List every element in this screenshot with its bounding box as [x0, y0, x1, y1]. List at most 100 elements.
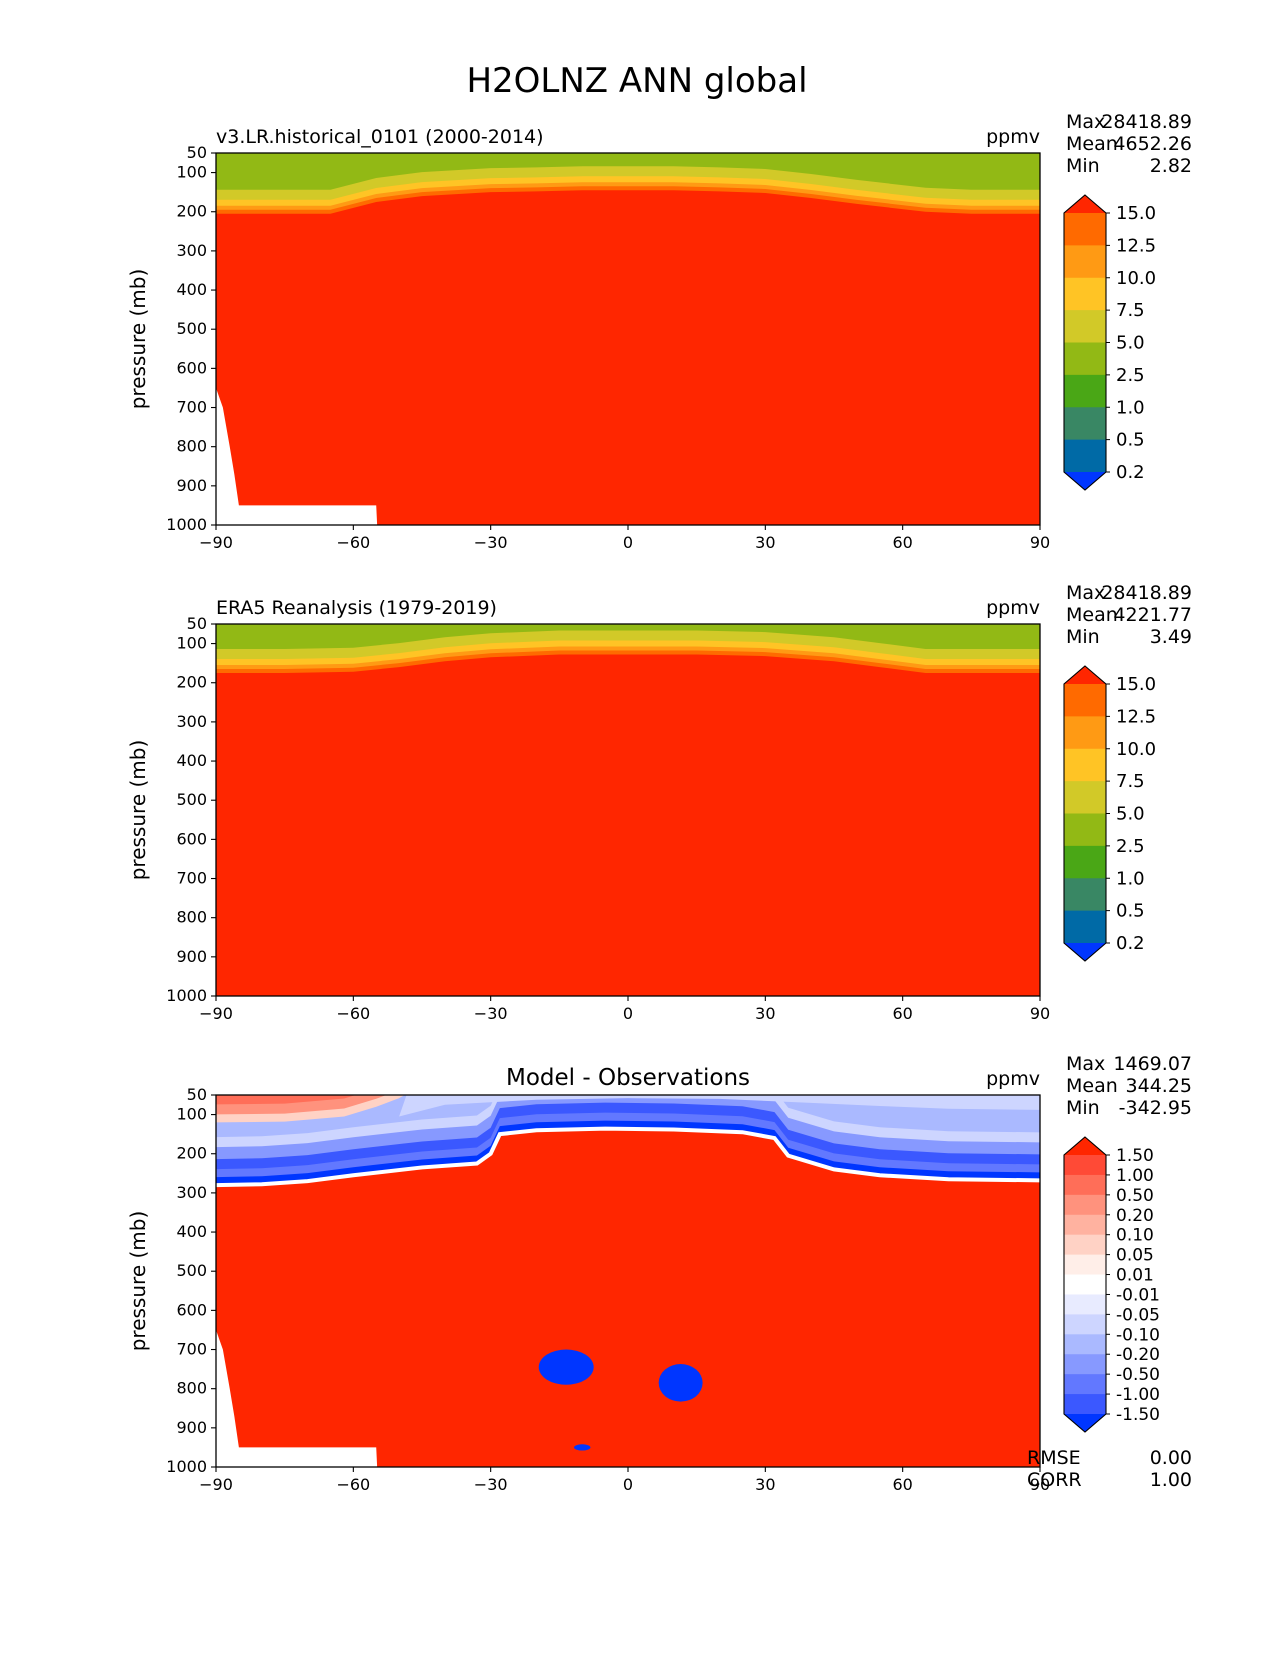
stat-label: Max	[1066, 1053, 1105, 1075]
diff-negative-top	[399, 1095, 1040, 1117]
colorbar-label: -0.10	[1116, 1325, 1160, 1345]
colorbar: 15.0 12.5 10.0 7.5 5.0 2.5 1.0 0.5 0.2	[1063, 665, 1156, 962]
colorbar-label: 0.01	[1116, 1266, 1154, 1286]
y-tick-label: 600	[176, 1300, 207, 1319]
contour-band-4	[216, 624, 1040, 649]
colorbar-swatch	[1064, 1354, 1106, 1375]
y-tick-label: 700	[176, 1340, 207, 1359]
panel-title: v3.LR.historical_0101 (2000-2014)	[216, 126, 544, 148]
colorbar-swatch	[1064, 1274, 1106, 1295]
colorbar-swatch	[1064, 213, 1106, 246]
corr-label: CORR	[1027, 1469, 1082, 1491]
colorbar-swatch	[1064, 1374, 1106, 1395]
stat-label: Min	[1066, 155, 1100, 177]
y-tick-label: 500	[176, 319, 207, 338]
figure-title: H2OLNZ ANN global	[466, 61, 807, 101]
rmse-label: RMSE	[1027, 1447, 1081, 1469]
stat-value: 3.49	[1150, 626, 1192, 648]
colorbar-swatch	[1064, 1254, 1106, 1276]
x-tick-label: 90	[1030, 1004, 1050, 1023]
colorbar-label: -0.20	[1116, 1345, 1160, 1365]
colorbar-swatch	[1064, 1194, 1106, 1216]
colorbar: 15.0 12.5 10.0 7.5 5.0 2.5 1.0 0.5 0.2	[1063, 194, 1156, 491]
x-tick-label: 30	[755, 1004, 775, 1023]
colorbar-label: 0.10	[1116, 1226, 1154, 1246]
colorbar-swatch	[1064, 472, 1106, 490]
y-tick-label: 900	[176, 947, 207, 966]
colorbar-label: 7.5	[1116, 771, 1145, 792]
x-tick-label: −90	[199, 1475, 233, 1494]
y-tick-label: 900	[176, 1418, 207, 1437]
y-axis-label: pressure (mb)	[126, 269, 150, 410]
y-tick-label: 700	[176, 398, 207, 417]
stat-label: Max	[1066, 582, 1105, 604]
colorbar-swatch	[1064, 1214, 1106, 1236]
colorbar-swatch	[1064, 845, 1106, 879]
y-tick-label: 300	[176, 241, 207, 260]
y-tick-label: 50	[187, 1085, 207, 1104]
colorbar-swatch	[1064, 666, 1106, 684]
diff-negative-blob-1	[658, 1364, 703, 1402]
colorbar-swatch	[1064, 943, 1106, 961]
y-axis-label: pressure (mb)	[126, 1211, 150, 1352]
missing-data-region	[216, 1329, 378, 1467]
y-tick-label: 600	[176, 358, 207, 377]
units-label: ppmv	[986, 1068, 1040, 1090]
stat-value: 1469.07	[1113, 1053, 1192, 1075]
y-tick-label: 100	[176, 634, 207, 653]
colorbar-label: -0.50	[1116, 1365, 1160, 1385]
colorbar-label: 12.5	[1116, 235, 1156, 256]
y-tick-label: 50	[187, 143, 207, 162]
y-tick-label: 400	[176, 751, 207, 770]
colorbar-swatch	[1064, 1137, 1106, 1155]
colorbar-swatch	[1064, 813, 1106, 847]
stat-value: -342.95	[1119, 1097, 1192, 1119]
y-tick-label: 100	[176, 1105, 207, 1124]
x-tick-label: 60	[892, 533, 912, 552]
colorbar-swatch	[1064, 1414, 1106, 1432]
y-tick-label: 50	[187, 614, 207, 633]
y-tick-label: 1000	[166, 1457, 207, 1476]
colorbar: 1.501.000.500.200.100.050.01-0.01-0.05-0…	[1063, 1136, 1160, 1433]
x-tick-label: 0	[623, 1475, 633, 1494]
colorbar-swatch	[1064, 342, 1106, 376]
y-axis-label: pressure (mb)	[126, 740, 150, 881]
stat-value: 28418.89	[1101, 111, 1192, 133]
x-tick-label: −60	[336, 1475, 370, 1494]
x-tick-label: −60	[336, 533, 370, 552]
stat-value: 344.25	[1126, 1075, 1192, 1097]
stat-value: 4221.77	[1113, 604, 1192, 626]
units-label: ppmv	[986, 597, 1040, 619]
colorbar-label: 0.50	[1116, 1186, 1154, 1206]
y-tick-label: 300	[176, 1183, 207, 1202]
contour-field	[216, 1095, 1040, 1467]
colorbar-label: 12.5	[1116, 706, 1156, 727]
diff-positive-cap	[216, 1095, 405, 1123]
colorbar-swatch	[1064, 1334, 1106, 1355]
missing-data-region	[216, 387, 378, 525]
colorbar-swatch	[1064, 310, 1106, 343]
colorbar-swatch	[1064, 195, 1106, 213]
x-tick-label: 60	[892, 1004, 912, 1023]
colorbar-swatch	[1064, 374, 1106, 408]
colorbar-label: 0.5	[1116, 430, 1145, 451]
colorbar-label: 0.2	[1116, 462, 1145, 483]
colorbar-swatch	[1064, 684, 1106, 717]
colorbar-swatch	[1064, 1174, 1106, 1196]
stat-value: 4652.26	[1113, 133, 1192, 155]
colorbar-label: 0.20	[1116, 1206, 1154, 1226]
x-tick-label: −60	[336, 1004, 370, 1023]
x-tick-label: 0	[623, 1004, 633, 1023]
colorbar-label: 0.05	[1116, 1246, 1154, 1266]
contour-band-high	[216, 153, 1040, 525]
colorbar-label: 10.0	[1116, 739, 1156, 760]
y-tick-label: 500	[176, 790, 207, 809]
x-tick-label: 60	[892, 1475, 912, 1494]
colorbar-label: 10.0	[1116, 268, 1156, 289]
stat-label: Mean	[1066, 604, 1118, 626]
colorbar-label: 5.0	[1116, 804, 1145, 825]
x-tick-label: 90	[1030, 1475, 1050, 1494]
y-tick-label: 1000	[166, 515, 207, 534]
contour-field	[216, 624, 1040, 996]
